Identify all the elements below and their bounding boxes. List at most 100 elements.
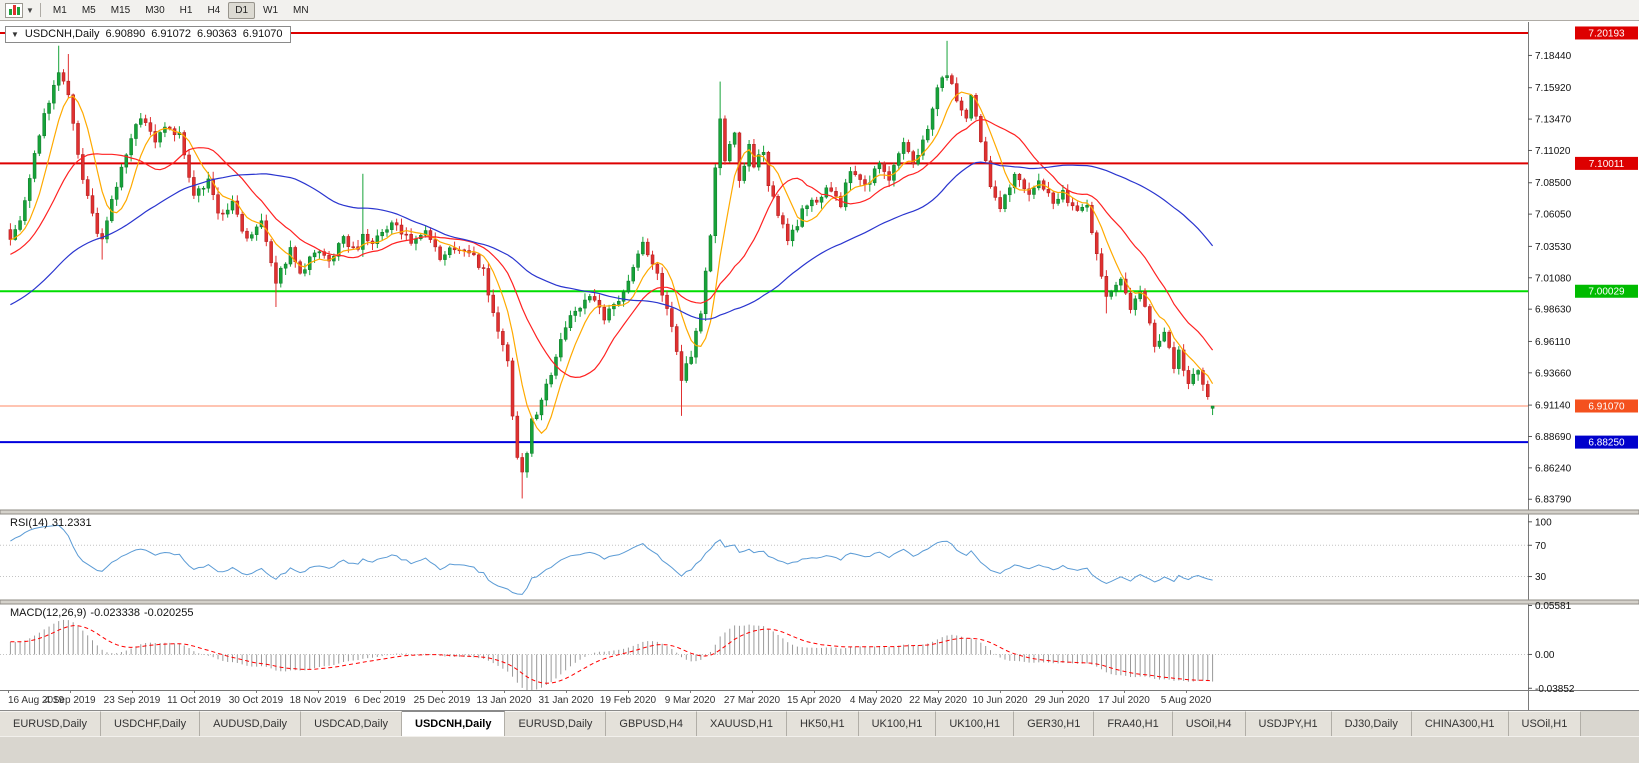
chart-tab-bar: EURUSD,Daily USDCHF,Daily AUDUSD,Daily USDC… [0,710,1639,736]
chart-type-icon[interactable] [5,2,23,18]
high-value: 6.91072 [151,28,192,40]
macd-signal-value: -0.020255 [143,607,194,619]
toolbar-separator [39,3,41,17]
tab-eurusd-daily[interactable]: EURUSD,Daily [505,711,607,736]
low-value: 6.90363 [197,28,237,40]
svg-text:18 Nov 2019: 18 Nov 2019 [290,695,347,706]
svg-text:6.91140: 6.91140 [1535,401,1571,412]
price-badges: 7.20193 7.10011 7.00029 6.91070 6.88250 [1575,26,1638,449]
svg-text:7.01080: 7.01080 [1535,273,1572,284]
symbol-period-label: USDCNH,Daily [24,28,100,40]
svg-text:-0.03852: -0.03852 [1535,684,1575,695]
tab-uk100-h1[interactable]: UK100,H1 [858,711,937,736]
tab-hk50-h1[interactable]: HK50,H1 [786,711,859,736]
svg-text:6.86240: 6.86240 [1535,463,1572,474]
ma-line-7 [10,91,1214,435]
svg-text:30: 30 [1535,572,1547,583]
tab-usdjpy-h1[interactable]: USDJPY,H1 [1245,711,1332,736]
svg-text:6.93660: 6.93660 [1535,368,1572,379]
open-value: 6.90890 [105,28,146,40]
tab-usdchf-daily[interactable]: USDCHF,Daily [100,711,201,736]
toolbar: ▼ M1 M5 M15 M30 H1 H4 D1 W1 MN [0,0,1639,21]
tab-uk100-h1[interactable]: UK100,H1 [936,711,1015,736]
macd-main-value: -0.023338 [90,607,140,619]
timeframe-button-w1[interactable]: W1 [263,4,279,16]
price-axis[interactable] [1529,22,1639,710]
svg-text:6.88690: 6.88690 [1535,432,1572,443]
chart-background [0,22,1639,710]
svg-text:11 Oct 2019: 11 Oct 2019 [167,695,221,706]
svg-text:4 May 2020: 4 May 2020 [850,695,903,706]
price-axis-ticks: 7.18440 7.15920 7.13470 7.11020 7.08500 7.060… [1528,51,1572,506]
indicator-axis-ticks: 100 70 30 0.05581 0.00 -0.03852 [1528,517,1575,695]
svg-text:7.10011: 7.10011 [1589,159,1625,170]
svg-text:22 May 2020: 22 May 2020 [909,695,967,706]
svg-text:7.00029: 7.00029 [1588,287,1625,298]
chart-dropdown-icon[interactable]: ▼ [26,5,34,15]
timeframe-button-d1[interactable]: D1 [228,1,256,19]
svg-text:25 Dec 2019: 25 Dec 2019 [414,695,471,706]
tab-usoil-h1[interactable]: USOil,H1 [1508,711,1582,736]
svg-text:6.96110: 6.96110 [1535,337,1571,348]
chart-title[interactable]: ▼ USDCNH,Daily 6.90890 6.91072 6.90363 6… [5,26,291,43]
svg-text:7.06050: 7.06050 [1535,210,1572,221]
timeframe-button-h1[interactable]: H1 [179,4,193,16]
tab-gbpusd-h4[interactable]: GBPUSD,H4 [606,711,697,736]
tab-china300-h1[interactable]: CHINA300,H1 [1411,711,1509,736]
tab-xauusd-h1[interactable]: XAUUSD,H1 [696,711,787,736]
svg-text:5 Aug 2020: 5 Aug 2020 [1161,695,1212,706]
svg-text:7.11020: 7.11020 [1535,146,1571,157]
svg-text:16 Aug 2019: 16 Aug 2019 [8,695,65,706]
timeframe-group: M1 M5 M15 M30 H1 H4 D1 W1 MN [46,1,316,19]
macd-panel [0,619,1528,690]
svg-text:19 Feb 2020: 19 Feb 2020 [600,695,657,706]
svg-text:13 Jan 2020: 13 Jan 2020 [476,695,531,706]
collapse-icon[interactable]: ▼ [11,29,19,39]
rsi-line [10,524,1213,595]
svg-text:6.83790: 6.83790 [1535,495,1572,506]
svg-text:7.18440: 7.18440 [1535,51,1572,62]
tab-dj30-daily[interactable]: DJ30,Daily [1331,711,1412,736]
macd-label: MACD(12,26,9) -0.023338 -0.020255 [10,607,198,619]
timeframe-button-m5[interactable]: M5 [81,4,96,16]
level-price-badge [1575,156,1638,170]
macd-signal-line [10,625,1213,684]
svg-text:10 Jun 2020: 10 Jun 2020 [972,695,1027,706]
timeframe-button-m30[interactable]: M30 [145,4,165,16]
candlestick-series [8,40,1215,499]
tab-usdcnh-daily[interactable]: USDCNH,Daily [402,711,506,736]
tab-usdcad-daily[interactable]: USDCAD,Daily [301,711,403,736]
ma-line-18 [10,118,1214,379]
tab-audusd-daily[interactable]: AUDUSD,Daily [200,711,302,736]
timeframe-button-mn[interactable]: MN [293,4,309,16]
timeframe-button-m1[interactable]: M1 [52,4,67,16]
rsi-value: 31.2331 [51,517,92,529]
level-price-badge [1575,26,1638,40]
svg-text:7.13470: 7.13470 [1535,115,1572,126]
level-price-badge [1575,284,1638,298]
timeframe-button-h4[interactable]: H4 [207,4,221,16]
tab-ger30-h1[interactable]: GER30,H1 [1014,711,1095,736]
panel-divider[interactable] [0,509,1639,515]
svg-text:0.05581: 0.05581 [1535,601,1572,612]
timeframe-button-m15[interactable]: M15 [110,4,131,16]
svg-text:27 Mar 2020: 27 Mar 2020 [724,695,781,706]
svg-text:6 Dec 2019: 6 Dec 2019 [354,695,406,706]
close-value: 6.91070 [242,28,283,40]
rsi-label: RSI(14) 31.2331 [10,517,96,529]
svg-text:4 Sep 2019: 4 Sep 2019 [44,695,96,706]
panel-divider[interactable] [0,599,1639,605]
tab-fra40-h1[interactable]: FRA40,H1 [1094,711,1173,736]
svg-text:31 Jan 2020: 31 Jan 2020 [538,695,593,706]
svg-text:0.00: 0.00 [1535,650,1555,661]
svg-text:23 Sep 2019: 23 Sep 2019 [104,695,161,706]
svg-text:7.03530: 7.03530 [1535,242,1572,253]
svg-text:6.98630: 6.98630 [1535,305,1572,316]
tab-eurusd-daily[interactable]: EURUSD,Daily [0,711,101,736]
svg-text:15 Apr 2020: 15 Apr 2020 [787,695,841,706]
svg-text:9 Mar 2020: 9 Mar 2020 [665,695,716,706]
tab-usoil-h4[interactable]: USOil,H4 [1172,711,1246,736]
